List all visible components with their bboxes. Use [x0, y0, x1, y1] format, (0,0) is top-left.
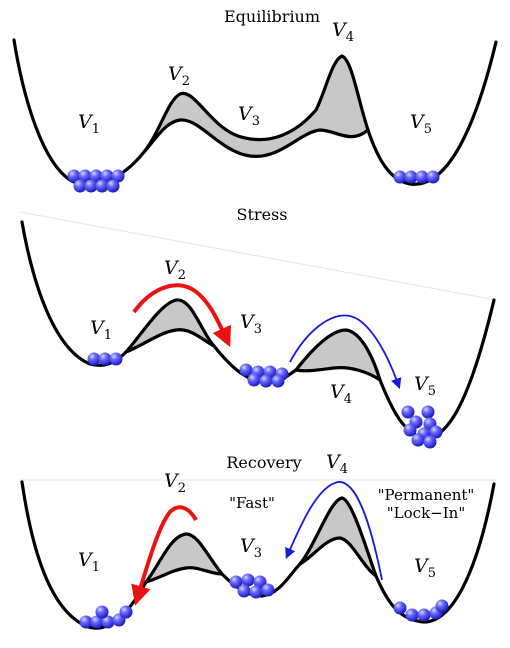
panel-title-equilibrium: Equilibrium: [224, 7, 320, 26]
label-v2: V2: [168, 63, 190, 89]
particle: [271, 374, 285, 388]
particle: [247, 373, 261, 387]
energy-curve-lower-recovery-v4: [298, 536, 378, 578]
particle-cluster-v5: [393, 170, 440, 184]
energy-curve-lower-equilibrium: [142, 118, 370, 158]
annotation-lock-in: "Lock−In": [387, 504, 465, 522]
fast-transition-arrow-v1-v3: [132, 283, 231, 348]
annotation-fast: "Fast": [229, 494, 275, 512]
energy-curve-lower-stress-v4: [294, 366, 382, 382]
label-subscript: 4: [340, 462, 348, 477]
label-subscript: 2: [178, 481, 186, 496]
label-subscript: 5: [428, 566, 436, 581]
label-v1: V1: [78, 111, 100, 137]
label-subscript: 3: [254, 322, 262, 337]
label-v4: V4: [330, 381, 352, 407]
label-v2: V2: [164, 470, 186, 496]
energy-curve-lower-recovery-v2: [144, 566, 224, 584]
label-v3: V3: [240, 311, 262, 337]
label-subscript: 4: [346, 30, 354, 45]
label-v5: V5: [410, 111, 432, 137]
particle: [98, 352, 112, 366]
energy-curve-lower-stress: [124, 328, 216, 354]
particle: [241, 573, 255, 587]
panel-stress: Stress: [19, 205, 497, 449]
particle: [78, 169, 92, 183]
tilt-guide-line: [19, 211, 497, 301]
label-subscript: 3: [252, 114, 260, 129]
particle: [393, 601, 407, 615]
particle: [229, 575, 243, 589]
particle: [259, 374, 273, 388]
particle: [95, 605, 109, 619]
label-v4: V4: [332, 19, 354, 45]
particle-cluster-stress-v1: [87, 352, 123, 366]
particle: [435, 599, 449, 613]
particle-cluster-stress-v5: [401, 405, 443, 449]
particle: [401, 405, 415, 419]
particle: [421, 405, 435, 419]
panel-title-stress: Stress: [237, 205, 288, 224]
panel-title-recovery: Recovery: [226, 453, 301, 472]
particle: [423, 435, 437, 449]
label-v2: V2: [164, 257, 186, 283]
particle-cluster-stress-v3: [239, 363, 289, 388]
particle: [426, 170, 440, 184]
particle: [100, 169, 114, 183]
panel-recovery: Recovery: [20, 451, 496, 630]
particle: [84, 179, 98, 193]
panel-equilibrium: Equilibrium V1 V2 V3 V4 V5: [12, 7, 498, 193]
particle: [411, 433, 425, 447]
particle: [73, 179, 87, 193]
particle-cluster-recovery-v1: [79, 605, 133, 629]
particle: [106, 179, 120, 193]
particle-cluster-recovery-v3: [229, 573, 275, 599]
particle: [239, 363, 253, 377]
permanent-lockin-arrow-v5-v3: [285, 481, 383, 581]
particle: [119, 605, 133, 619]
particle: [404, 170, 418, 184]
particle: [249, 585, 263, 599]
particle: [111, 169, 125, 183]
fast-recovery-arrow-v3-v1: [131, 505, 198, 606]
particle: [429, 425, 443, 439]
annotation-permanent: "Permanent": [378, 486, 475, 504]
particle: [90, 615, 104, 629]
particle: [393, 170, 407, 184]
particle-cluster-v1: [67, 169, 125, 193]
particle: [67, 169, 81, 183]
particle-cluster-recovery-v5: [393, 599, 449, 622]
slow-transition-arrow-v3-v5: [289, 314, 402, 390]
label-subscript: 1: [92, 560, 100, 575]
label-v5: V5: [414, 373, 436, 399]
label-v1: V1: [78, 549, 100, 575]
particle: [89, 169, 103, 183]
particle: [253, 575, 267, 589]
label-v3: V3: [240, 535, 262, 561]
particle: [79, 615, 93, 629]
label-subscript: 1: [104, 328, 112, 343]
label-subscript: 4: [344, 392, 352, 407]
particle: [417, 608, 431, 622]
label-subscript: 2: [178, 268, 186, 283]
label-subscript: 5: [428, 384, 436, 399]
label-v5: V5: [414, 555, 436, 581]
label-subscript: 1: [92, 122, 100, 137]
particle: [109, 352, 123, 366]
particle: [405, 608, 419, 622]
label-v3: V3: [238, 103, 260, 129]
label-v1: V1: [90, 317, 112, 343]
particle: [403, 423, 417, 437]
label-subscript: 3: [254, 546, 262, 561]
particle: [415, 170, 429, 184]
particle: [237, 584, 251, 598]
particle: [95, 179, 109, 193]
particle: [87, 352, 101, 366]
label-v4: V4: [326, 451, 348, 477]
particle: [261, 583, 275, 597]
label-subscript: 2: [182, 74, 190, 89]
particle: [101, 615, 115, 629]
label-subscript: 5: [424, 122, 432, 137]
